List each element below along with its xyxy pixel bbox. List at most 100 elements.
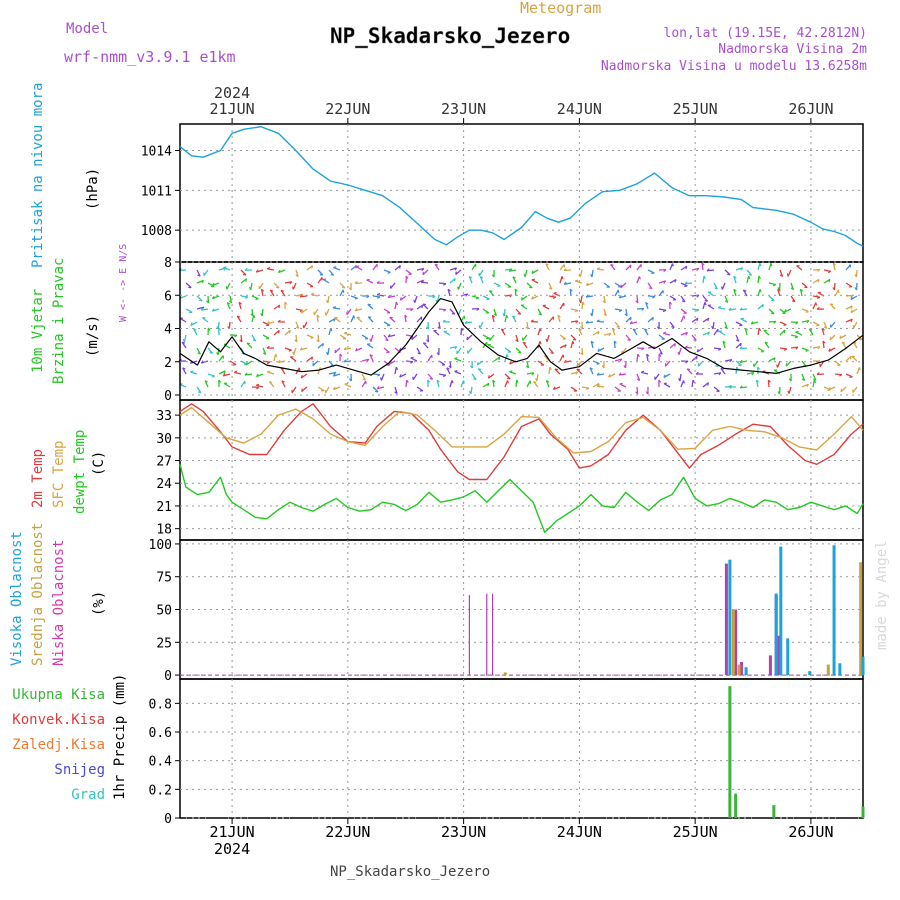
wind-arrow [526, 372, 535, 375]
wind-arrow-head [663, 280, 667, 284]
wind-arrow [746, 371, 754, 375]
wind-arrow-head [787, 390, 790, 394]
wind-arrow [383, 334, 389, 341]
wind-arrow [427, 373, 434, 380]
wind-arrow-head [767, 379, 771, 383]
wind-arrow-head [506, 380, 509, 384]
wind-arrow-head [255, 298, 259, 300]
wind-arrow [204, 380, 209, 388]
wind-arrow [591, 269, 594, 278]
wind-arrow-head [453, 278, 456, 282]
wind-arrow [852, 341, 858, 349]
wind-arrow [493, 308, 498, 316]
wind-arrow [646, 353, 649, 362]
series-line-sfc-temp [179, 406, 864, 454]
wind-arrow [570, 320, 579, 323]
wind-arrow [504, 380, 509, 388]
wind-arrow-head [638, 276, 641, 280]
wind-arrow [268, 381, 275, 388]
wind-arrow [322, 278, 330, 284]
wind-arrow [614, 321, 621, 328]
wind-arrow-head [436, 379, 440, 383]
wind-arrow-head [729, 359, 733, 363]
wind-arrow [768, 320, 777, 323]
temp-ylabel-3: dewpt Temp [72, 430, 88, 514]
precip-ylabel: 1hr Precip (mm) [112, 674, 128, 800]
wind-arrow [399, 373, 407, 378]
wind-arrow [500, 328, 506, 336]
wind-arrow [325, 308, 330, 316]
wind-arrow [179, 317, 187, 323]
wind-arrow-head [497, 285, 501, 288]
wind-arrow-head [411, 336, 414, 340]
panel-temperature: 18 21 24 27 30 33 [156, 399, 864, 541]
wind-arrow [531, 295, 539, 300]
wind-arrow [636, 295, 639, 304]
wind-arrow-head [200, 360, 204, 364]
wind-arrow [684, 346, 693, 349]
wind-arrow-head [637, 353, 640, 357]
wind-arrow [801, 308, 809, 313]
wind-arrow [570, 386, 578, 392]
wind-arrow-head [248, 286, 252, 291]
wind-arrow [520, 304, 528, 310]
bar [786, 638, 790, 676]
wind-arrow [696, 347, 704, 353]
y-tick-label: 33 [156, 409, 172, 424]
wind-arrow [416, 267, 424, 271]
wind-arrow-head [512, 315, 516, 318]
model-altitude-label: Nadmorska Visina u modelu 13.6258m [601, 59, 867, 74]
wind-arrow-head [353, 315, 356, 319]
wind-arrow [647, 346, 656, 349]
wind-arrow-head [294, 339, 298, 343]
wind-arrow [512, 315, 517, 323]
series-line-2m-temp [179, 403, 864, 481]
wind-arrow [457, 282, 462, 290]
wind-arrow-head [678, 377, 681, 382]
wind-arrow [669, 343, 676, 349]
wind-arrow [845, 282, 853, 288]
wind-arrow [196, 295, 203, 302]
wind-arrow-head [549, 366, 552, 370]
wind-arrow-head [603, 313, 607, 317]
wind-arrow [427, 354, 433, 362]
precip-legend: Ukupna Kisa Konvek.Kisa Zaledj.Kisa Snij… [12, 674, 128, 803]
wind-arrow [596, 385, 605, 388]
wind-arrow [256, 373, 264, 378]
y-tick-label: 0.6 [149, 726, 172, 741]
wind-arrow-head [707, 317, 710, 322]
wind-arrow [316, 314, 319, 323]
wind-arrow-head [515, 339, 519, 343]
wind-arrow-head [332, 373, 336, 377]
wind-arrow [763, 329, 770, 336]
wind-arrow [537, 308, 543, 316]
wind-arrow-head [334, 349, 337, 353]
wind-arrow-head [817, 346, 821, 350]
bar [772, 805, 776, 818]
wind-arrow-head [531, 270, 534, 274]
wind-arrow [410, 357, 418, 362]
wind-arrow [614, 308, 623, 311]
wind-arrow [713, 347, 722, 350]
wind-arrow-head [508, 268, 512, 272]
wind-arrow-head [557, 314, 561, 318]
wind-arrow-head [211, 308, 215, 312]
wind-arrow [344, 383, 352, 388]
wind-arrow-head [597, 331, 600, 335]
wind-arrow-head [442, 374, 447, 378]
wind-arrow-head [222, 373, 226, 377]
wind-arrow-head [489, 290, 493, 292]
wind-arrow [256, 384, 264, 388]
wind-arrow-head [684, 281, 688, 285]
wind-arrow-head [759, 263, 762, 267]
wind-arrow [312, 360, 319, 367]
wind-arrow [680, 295, 686, 303]
wind-arrow [548, 347, 554, 354]
wind-arrow [779, 329, 786, 336]
wind-arrow [823, 269, 831, 273]
wind-arrow-head [491, 274, 495, 278]
wind-arrow-head [816, 296, 821, 300]
wind-arrow-head [426, 339, 429, 343]
y-tick-label: 21 [156, 500, 172, 515]
wind-arrow [684, 282, 693, 285]
